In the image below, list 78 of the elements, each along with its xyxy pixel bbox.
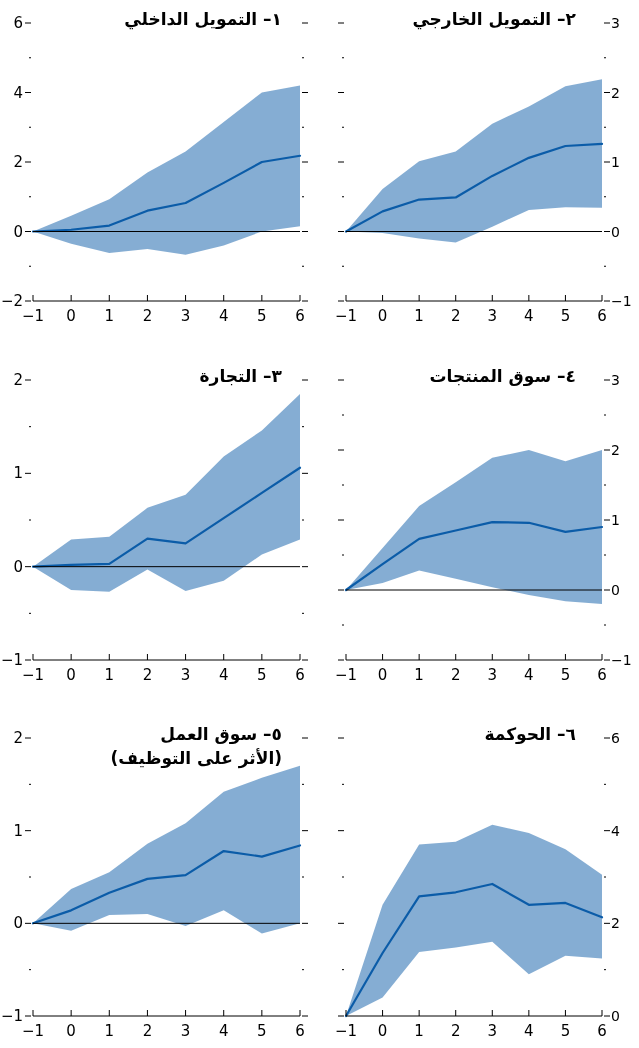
x-tick-label: 2 <box>142 1022 153 1040</box>
chart-title: ٣– التجارة <box>199 366 283 386</box>
y-tick-label: 0 <box>611 223 620 240</box>
x-tick-label: 1 <box>414 666 424 684</box>
x-tick-label: 1 <box>414 1022 424 1040</box>
x-tick-label: 0 <box>66 1022 76 1040</box>
x-tick-label: 5 <box>560 1022 571 1040</box>
x-tick-label: 6 <box>597 307 607 325</box>
x-tick-label: 5 <box>257 1022 267 1040</box>
x-tick-label: 3 <box>487 1022 498 1040</box>
y-tick-label: 0 <box>13 222 23 241</box>
y-tick-label: 0 <box>13 914 23 933</box>
y-tick-label: −2 <box>0 292 23 310</box>
x-tick-label: 3 <box>487 666 498 684</box>
x-tick-label: 5 <box>257 666 267 684</box>
x-tick-label: 5 <box>257 307 267 325</box>
x-tick-label: −1 <box>334 307 358 325</box>
x-tick-label: 1 <box>414 307 424 325</box>
x-tick-label: 2 <box>142 307 153 325</box>
chart-title: ٤– سوق المنتجات <box>429 366 576 387</box>
x-tick-label: 5 <box>560 666 571 684</box>
x-tick-label: 2 <box>450 307 461 325</box>
chart-title: ٢– التمويل الخارجي <box>412 9 577 30</box>
y-tick-label: 1 <box>13 821 23 840</box>
x-tick-label: −1 <box>334 666 358 684</box>
y-tick-label: 4 <box>13 83 23 102</box>
y-tick-label: 2 <box>13 371 23 389</box>
y-tick-label: −1 <box>611 293 632 309</box>
x-tick-label: 3 <box>180 307 191 325</box>
x-tick-label: 2 <box>142 666 153 684</box>
x-tick-label: 0 <box>66 666 76 684</box>
x-tick-label: 6 <box>295 307 305 325</box>
x-tick-label: 2 <box>450 666 461 684</box>
y-tick-label: 0 <box>611 1008 620 1024</box>
x-tick-label: −1 <box>334 1022 358 1040</box>
y-tick-label: −1 <box>0 1007 23 1025</box>
x-tick-label: 4 <box>524 307 534 325</box>
y-tick-label: 1 <box>611 154 620 170</box>
y-tick-label: 2 <box>13 729 23 747</box>
y-tick-label: 3 <box>611 372 620 388</box>
y-tick-label: 0 <box>611 582 620 598</box>
x-tick-label: 5 <box>560 307 571 325</box>
y-tick-label: 2 <box>611 442 620 458</box>
chart-title: ٥– سوق العمل (الأثر على التوظيف) <box>110 724 282 769</box>
chart-title: ١– التمويل الداخلي <box>124 9 282 30</box>
x-tick-label: 0 <box>377 1022 388 1040</box>
x-tick-label: 0 <box>377 666 388 684</box>
x-tick-label: 3 <box>180 666 191 684</box>
y-tick-label: −1 <box>611 652 632 668</box>
x-tick-label: 6 <box>597 1022 607 1040</box>
x-tick-label: 6 <box>295 1022 305 1040</box>
x-tick-label: 1 <box>104 666 115 684</box>
y-tick-label: 2 <box>611 915 620 932</box>
x-tick-label: 4 <box>524 1022 534 1040</box>
y-tick-label: 1 <box>611 512 620 528</box>
x-tick-label: 4 <box>218 1022 229 1040</box>
x-tick-label: 1 <box>104 307 115 325</box>
y-tick-label: 2 <box>13 153 23 171</box>
chart-title: ٦– الحوكمة <box>484 724 576 745</box>
y-tick-label: −1 <box>0 651 23 669</box>
x-tick-label: 0 <box>66 307 76 325</box>
x-tick-label: 4 <box>218 307 229 325</box>
y-tick-label: 3 <box>611 15 620 31</box>
x-tick-label: 4 <box>218 666 229 684</box>
x-tick-label: 3 <box>180 1022 191 1040</box>
y-tick-label: 6 <box>13 14 23 32</box>
x-tick-label: 2 <box>450 1022 461 1040</box>
x-tick-label: 4 <box>524 666 534 684</box>
x-tick-label: 6 <box>295 666 305 684</box>
x-tick-label: 0 <box>377 307 388 325</box>
y-tick-label: 2 <box>611 84 620 101</box>
y-tick-label: 4 <box>611 822 620 839</box>
y-tick-label: 1 <box>13 464 23 483</box>
y-tick-label: 0 <box>13 557 23 576</box>
x-tick-label: 3 <box>487 307 498 325</box>
x-tick-label: 1 <box>104 1022 115 1040</box>
y-tick-label: 6 <box>611 730 620 746</box>
x-tick-label: 6 <box>597 666 607 684</box>
